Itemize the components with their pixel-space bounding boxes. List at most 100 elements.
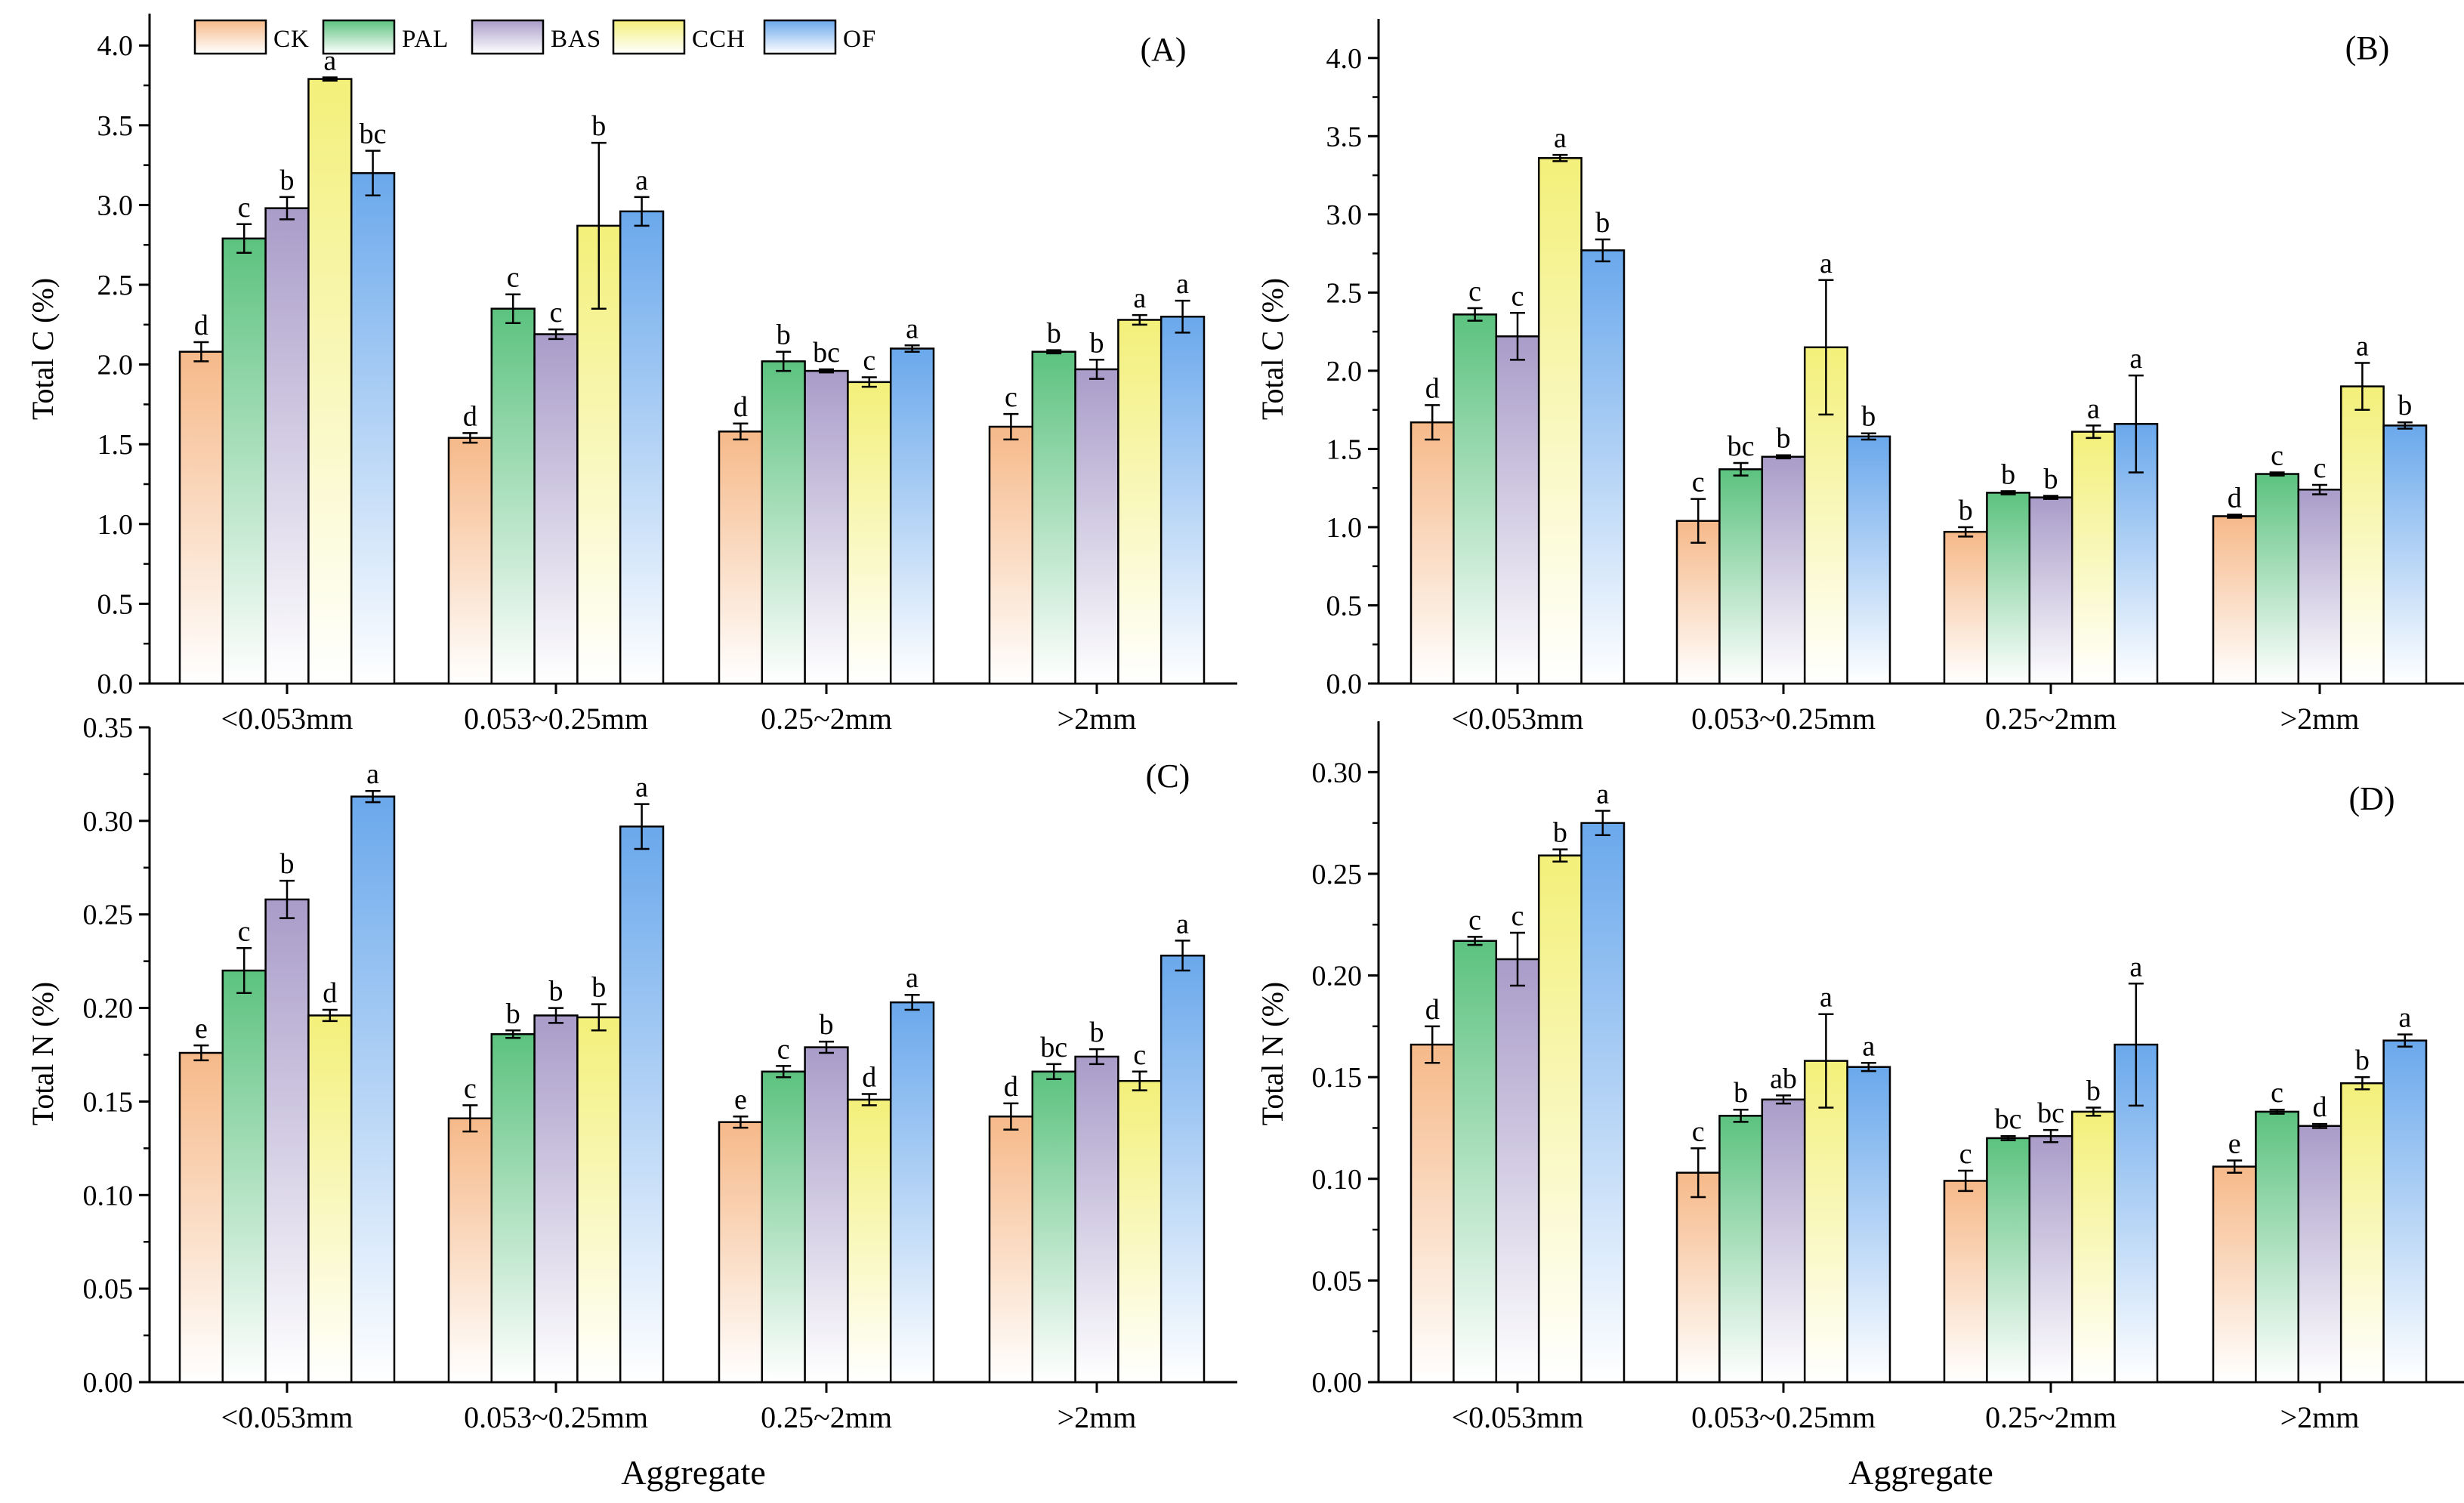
bar-of	[1159, 316, 1206, 685]
significance-letter: c	[1692, 1116, 1705, 1147]
significance-letter: bc	[1040, 1032, 1067, 1063]
significance-letter: bc	[1995, 1103, 2022, 1135]
significance-letter: a	[906, 962, 919, 994]
significance-letter: c	[2271, 1077, 2283, 1109]
bar-of	[350, 171, 396, 685]
significance-letter: a	[1596, 778, 1609, 810]
bar-ck	[988, 1115, 1034, 1384]
significance-letter: b	[2398, 390, 2412, 421]
bar-bas	[1074, 368, 1119, 685]
significance-letter: b	[2044, 464, 2058, 495]
y-tick-label: 3.0	[1326, 199, 1363, 231]
significance-letter: c	[1692, 467, 1705, 498]
x-tick-label: <0.053mm	[1452, 702, 1584, 736]
bar-cch	[1537, 157, 1582, 685]
bar-pal	[761, 1070, 806, 1384]
bar-cch	[1803, 1060, 1848, 1384]
bar-pal	[1031, 350, 1076, 685]
significance-letter: b	[1777, 423, 1791, 455]
legend-label: OF	[843, 26, 876, 53]
bar-bas	[804, 369, 849, 685]
bar-bas	[2028, 496, 2073, 685]
bar-pal	[490, 307, 536, 685]
bar-cch	[847, 1098, 892, 1384]
y-tick-label: 4.0	[97, 30, 134, 62]
bar-ck	[178, 350, 224, 685]
legend-label: BAS	[551, 26, 601, 53]
bar-pal	[1718, 1115, 1764, 1384]
y-tick-label: 0.30	[1312, 757, 1363, 789]
y-tick-label: 4.0	[1326, 43, 1363, 75]
significance-letter: c	[238, 192, 251, 224]
significance-letter: c	[1959, 1138, 1972, 1170]
significance-letter: c	[464, 1072, 477, 1104]
chart-panel-3: 0.00 0.05 0.10 0.15 0.20 0.25 0.30 Total N (%) (…	[1255, 721, 2464, 1434]
x-axis-title-right: Aggregate	[1848, 1453, 1993, 1492]
bar-pal	[2255, 473, 2300, 685]
y-tick-label: 1.5	[1326, 434, 1363, 465]
y-axis-title: Total N (%)	[26, 982, 60, 1125]
y-tick-label: 0.35	[83, 712, 134, 744]
bar-ck	[718, 431, 764, 685]
significance-letter: c	[1133, 1039, 1146, 1071]
legend-swatch	[763, 19, 837, 55]
bar-of	[2382, 1039, 2428, 1384]
bar-ck	[718, 1121, 764, 1384]
significance-letter: c	[2314, 452, 2327, 484]
x-tick-label: 0.053~0.25mm	[464, 1400, 648, 1434]
x-tick-label: 0.25~2mm	[761, 702, 892, 736]
significance-letter: b	[280, 848, 295, 880]
significance-letter: a	[2356, 331, 2369, 363]
y-tick-label: 2.5	[97, 270, 134, 301]
x-tick-label: 0.25~2mm	[761, 1400, 892, 1434]
bar-pal	[221, 969, 267, 1384]
y-tick-label: 0.00	[1312, 1367, 1363, 1399]
bar-cch	[1117, 319, 1163, 685]
significance-letter: b	[591, 110, 606, 142]
panel-label: (C)	[1146, 758, 1190, 795]
x-tick-label: 0.053~0.25mm	[1691, 702, 1876, 736]
bar-ck	[988, 425, 1034, 685]
bar-of	[1846, 435, 1891, 685]
legend-swatch	[612, 19, 686, 55]
bar-bas	[1495, 958, 1540, 1384]
bar-bas	[804, 1046, 849, 1384]
x-tick-label: >2mm	[1058, 702, 1137, 736]
significance-letter: bc	[1728, 431, 1755, 462]
legend-item-pal: PAL	[322, 19, 448, 55]
bar-bas	[1761, 455, 1806, 685]
bar-cch	[307, 78, 353, 685]
y-tick-label: 3.5	[1326, 121, 1363, 153]
significance-letter: a	[1862, 1030, 1875, 1062]
significance-letter: a	[2129, 343, 2142, 375]
significance-letter: c	[1511, 280, 1524, 312]
significance-letter: c	[1005, 381, 1017, 413]
y-tick-label: 1.0	[1326, 512, 1363, 544]
y-axis-title: Total C (%)	[26, 278, 60, 420]
panel-label: (B)	[2345, 29, 2390, 66]
panel-label: (A)	[1140, 31, 1186, 68]
x-tick-label: 0.053~0.25mm	[464, 702, 648, 736]
x-tick-label: <0.053mm	[221, 702, 354, 736]
y-tick-label: 0.30	[83, 806, 134, 838]
significance-letter: c	[238, 915, 251, 947]
y-tick-label: 0.20	[1312, 961, 1363, 992]
significance-letter: a	[1820, 982, 1833, 1014]
legend-swatch	[322, 19, 396, 55]
y-tick-label: 0.05	[83, 1273, 134, 1305]
significance-letter: e	[734, 1084, 747, 1116]
significance-letter: bc	[2037, 1097, 2064, 1129]
significance-letter: d	[194, 310, 208, 341]
significance-letter: c	[1511, 900, 1524, 932]
bar-pal	[1453, 313, 1498, 685]
legend-item-bas: BAS	[471, 19, 601, 55]
y-tick-label: 1.0	[97, 509, 134, 541]
bar-cch	[847, 381, 892, 685]
y-tick-label: 3.5	[97, 110, 134, 142]
bar-of	[619, 210, 665, 685]
bar-cch	[2070, 431, 2116, 685]
significance-letter: d	[862, 1062, 876, 1094]
bar-bas	[533, 1014, 579, 1384]
legend-item-cch: CCH	[612, 19, 745, 55]
bar-ck	[1675, 520, 1721, 685]
